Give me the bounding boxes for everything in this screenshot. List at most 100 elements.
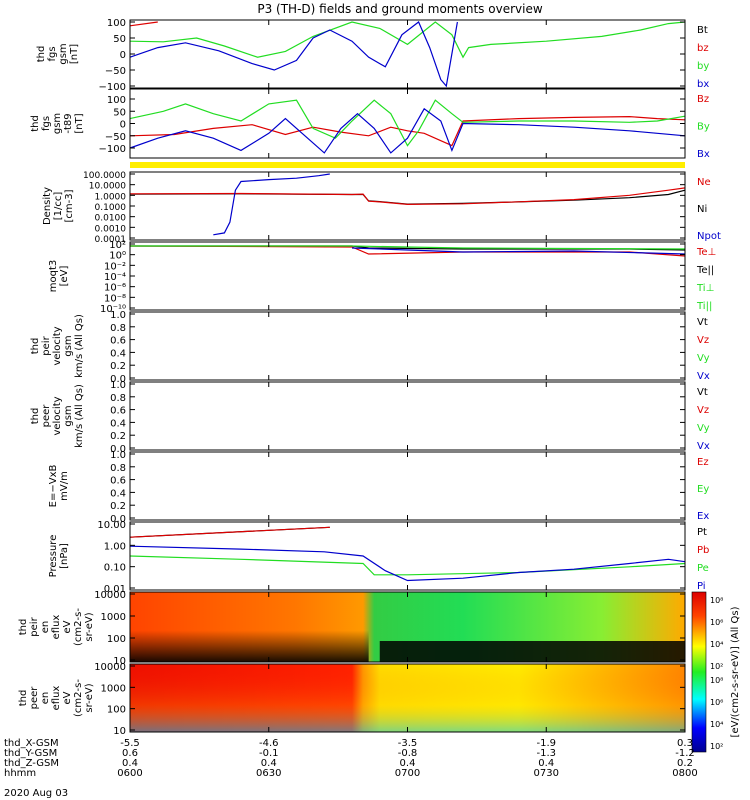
ylabel-line: km/s (All Qs) bbox=[74, 384, 85, 448]
legend-entry: Ti|| bbox=[696, 301, 712, 312]
ytick-label: 0.0001 bbox=[95, 235, 127, 245]
ytick-label: 10.0000 bbox=[89, 182, 126, 192]
colorbar-tick-label: 10⁴ bbox=[710, 720, 723, 729]
panel-frame-p8 bbox=[129, 521, 686, 591]
legend-entry: bx bbox=[697, 79, 709, 90]
ylabel-line: km/s (All Qs) bbox=[74, 314, 85, 378]
ylabel-line: sr-eV) bbox=[84, 683, 95, 712]
ephemeris-row-label: thd_Y-GSM bbox=[4, 748, 57, 759]
ytick-label: −50 bbox=[105, 66, 126, 77]
series-Bx bbox=[129, 107, 686, 154]
ytick-label: 0.0 bbox=[110, 374, 126, 385]
ylabel-line: peer bbox=[29, 686, 40, 710]
ephemeris-value: 0630 bbox=[256, 768, 281, 779]
ylabel-line: velocity bbox=[52, 326, 63, 365]
ephemeris-value: -3.5 bbox=[398, 738, 418, 749]
colorbar-tick-label: 10⁸ bbox=[710, 596, 723, 605]
ephemeris-row-label: thd_X-GSM bbox=[4, 738, 59, 749]
ephemeris-value: -0.1 bbox=[259, 748, 279, 759]
legend-entry: Ey bbox=[697, 484, 709, 495]
colorbar-tick-label: 10⁶ bbox=[710, 618, 723, 627]
ylabel-line: eflux bbox=[51, 615, 62, 640]
series-layer bbox=[129, 21, 686, 582]
ytick-label: 1.0 bbox=[110, 310, 126, 321]
ephemeris-value: 0.4 bbox=[261, 758, 277, 769]
ylabel-line: peir bbox=[29, 616, 40, 636]
ytick-label: 50 bbox=[113, 34, 126, 45]
panel-frame-p6 bbox=[129, 381, 686, 451]
series-Tpot bbox=[351, 247, 686, 255]
ytick-label: 100 bbox=[107, 634, 126, 645]
ylabel-line: sr-eV) bbox=[84, 612, 95, 641]
legend-entry: Pt bbox=[697, 527, 707, 538]
ytick-label: 10.00 bbox=[97, 520, 126, 531]
ylabel-line: en bbox=[40, 692, 51, 705]
legend-entry: Vz bbox=[697, 405, 709, 416]
legend-entry: Vx bbox=[697, 371, 710, 382]
ylabel-line: eV bbox=[62, 691, 73, 704]
legend-entry: Ex bbox=[697, 511, 709, 522]
ylabel-line: [nT] bbox=[74, 113, 85, 133]
ylabel-line: velocity bbox=[52, 396, 63, 435]
ephemeris-value: -1.3 bbox=[536, 748, 556, 759]
ylabel-line: Density bbox=[42, 187, 53, 225]
series-bz bbox=[129, 21, 158, 27]
colorbar-tick-label: 10⁴ bbox=[710, 640, 723, 649]
ytick-label: 10⁻⁶ bbox=[104, 283, 126, 294]
ion-spectrogram-gap bbox=[379, 641, 685, 662]
ytick-label: 10⁰ bbox=[109, 251, 126, 262]
series-by bbox=[129, 21, 686, 59]
ytick-label: 10⁻⁸ bbox=[104, 293, 126, 304]
ephemeris-value: 0.2 bbox=[677, 758, 693, 769]
colorbar bbox=[691, 591, 707, 753]
legend-entry: Pe bbox=[697, 563, 709, 574]
ylabel-line: Pressure bbox=[48, 535, 59, 578]
ytick-label: 10² bbox=[109, 240, 126, 251]
ephemeris-value: -0.8 bbox=[398, 748, 418, 759]
ytick-label: 0.4 bbox=[110, 488, 126, 499]
ytick-label: 0.6 bbox=[110, 476, 126, 487]
ytick-label: 0.01 bbox=[104, 584, 126, 595]
colorbar-ticks: 10⁸ 10⁶ 10⁴ 10² 10⁸ 10⁶ 10⁴ 10² bbox=[710, 596, 723, 751]
panel-frame-p2 bbox=[129, 88, 686, 159]
ytick-label: 1.0 bbox=[110, 380, 126, 391]
legend-entry: Ne bbox=[697, 177, 711, 188]
ytick-label: 10 bbox=[113, 656, 126, 667]
ylabel-line: eflux bbox=[51, 686, 62, 711]
ylabel-line: gsm bbox=[52, 113, 63, 134]
ytick-label: −100 bbox=[99, 82, 126, 93]
frame-layer bbox=[129, 19, 686, 733]
ytick-label: 0.6 bbox=[110, 406, 126, 417]
colorbar-tick-label: 10² bbox=[710, 662, 723, 671]
colorbar-tick-label: 10⁶ bbox=[710, 698, 723, 707]
ylabel-line: [nT] bbox=[69, 44, 80, 64]
ylabel-line: peir bbox=[41, 335, 52, 355]
ytick-label: 0.8 bbox=[110, 323, 126, 334]
ytick-label: 1.00 bbox=[104, 541, 126, 552]
ytick-label: 10000 bbox=[94, 590, 126, 601]
ytick-label: −100 bbox=[99, 144, 126, 155]
legend-entry: Bz bbox=[697, 94, 709, 105]
ytick-label: 50 bbox=[113, 107, 126, 118]
ytick-label: 100 bbox=[107, 95, 126, 106]
ytick-label: 0.10 bbox=[104, 563, 126, 574]
ephemeris-value: 0.4 bbox=[400, 758, 416, 769]
legend-entry: Vt bbox=[697, 387, 708, 398]
ephemeris-row-label: hhmm bbox=[4, 768, 36, 779]
ytick-label: 10000 bbox=[94, 662, 126, 673]
legend-entry: Npot bbox=[697, 231, 721, 242]
panel-frame-p7 bbox=[129, 451, 686, 521]
ylabel-line: E=−VxB bbox=[48, 465, 59, 508]
ytick-label: 0.4 bbox=[110, 418, 126, 429]
ytick-label: 0.0 bbox=[110, 514, 126, 525]
ytick-label: 10⁻¹⁰ bbox=[100, 304, 126, 315]
colorbar-tick-label: 10⁸ bbox=[710, 676, 723, 685]
ephemeris-value: 0.6 bbox=[122, 748, 138, 759]
legend-entry: Ti⊥ bbox=[696, 283, 714, 294]
legend-entry: Bx bbox=[697, 149, 710, 160]
date-label: 2020 Aug 03 bbox=[4, 788, 68, 799]
ytick-label: 0.2 bbox=[110, 361, 126, 372]
ylabel-line: thd bbox=[30, 408, 41, 425]
